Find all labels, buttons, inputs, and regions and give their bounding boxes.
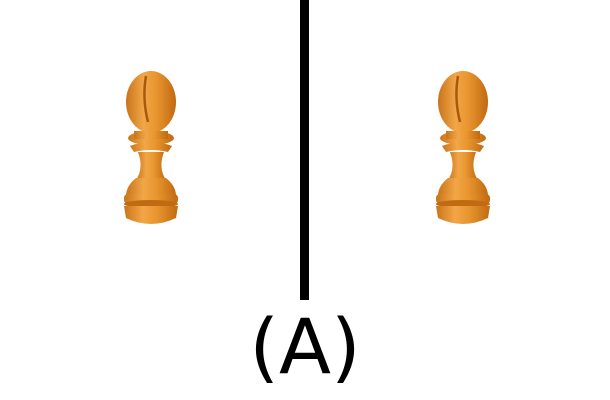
right-bishop-piece-icon — [436, 71, 490, 224]
caption-label: (A) — [249, 302, 361, 391]
vertical-divider — [300, 0, 309, 300]
left-bishop-piece-icon — [124, 71, 178, 224]
